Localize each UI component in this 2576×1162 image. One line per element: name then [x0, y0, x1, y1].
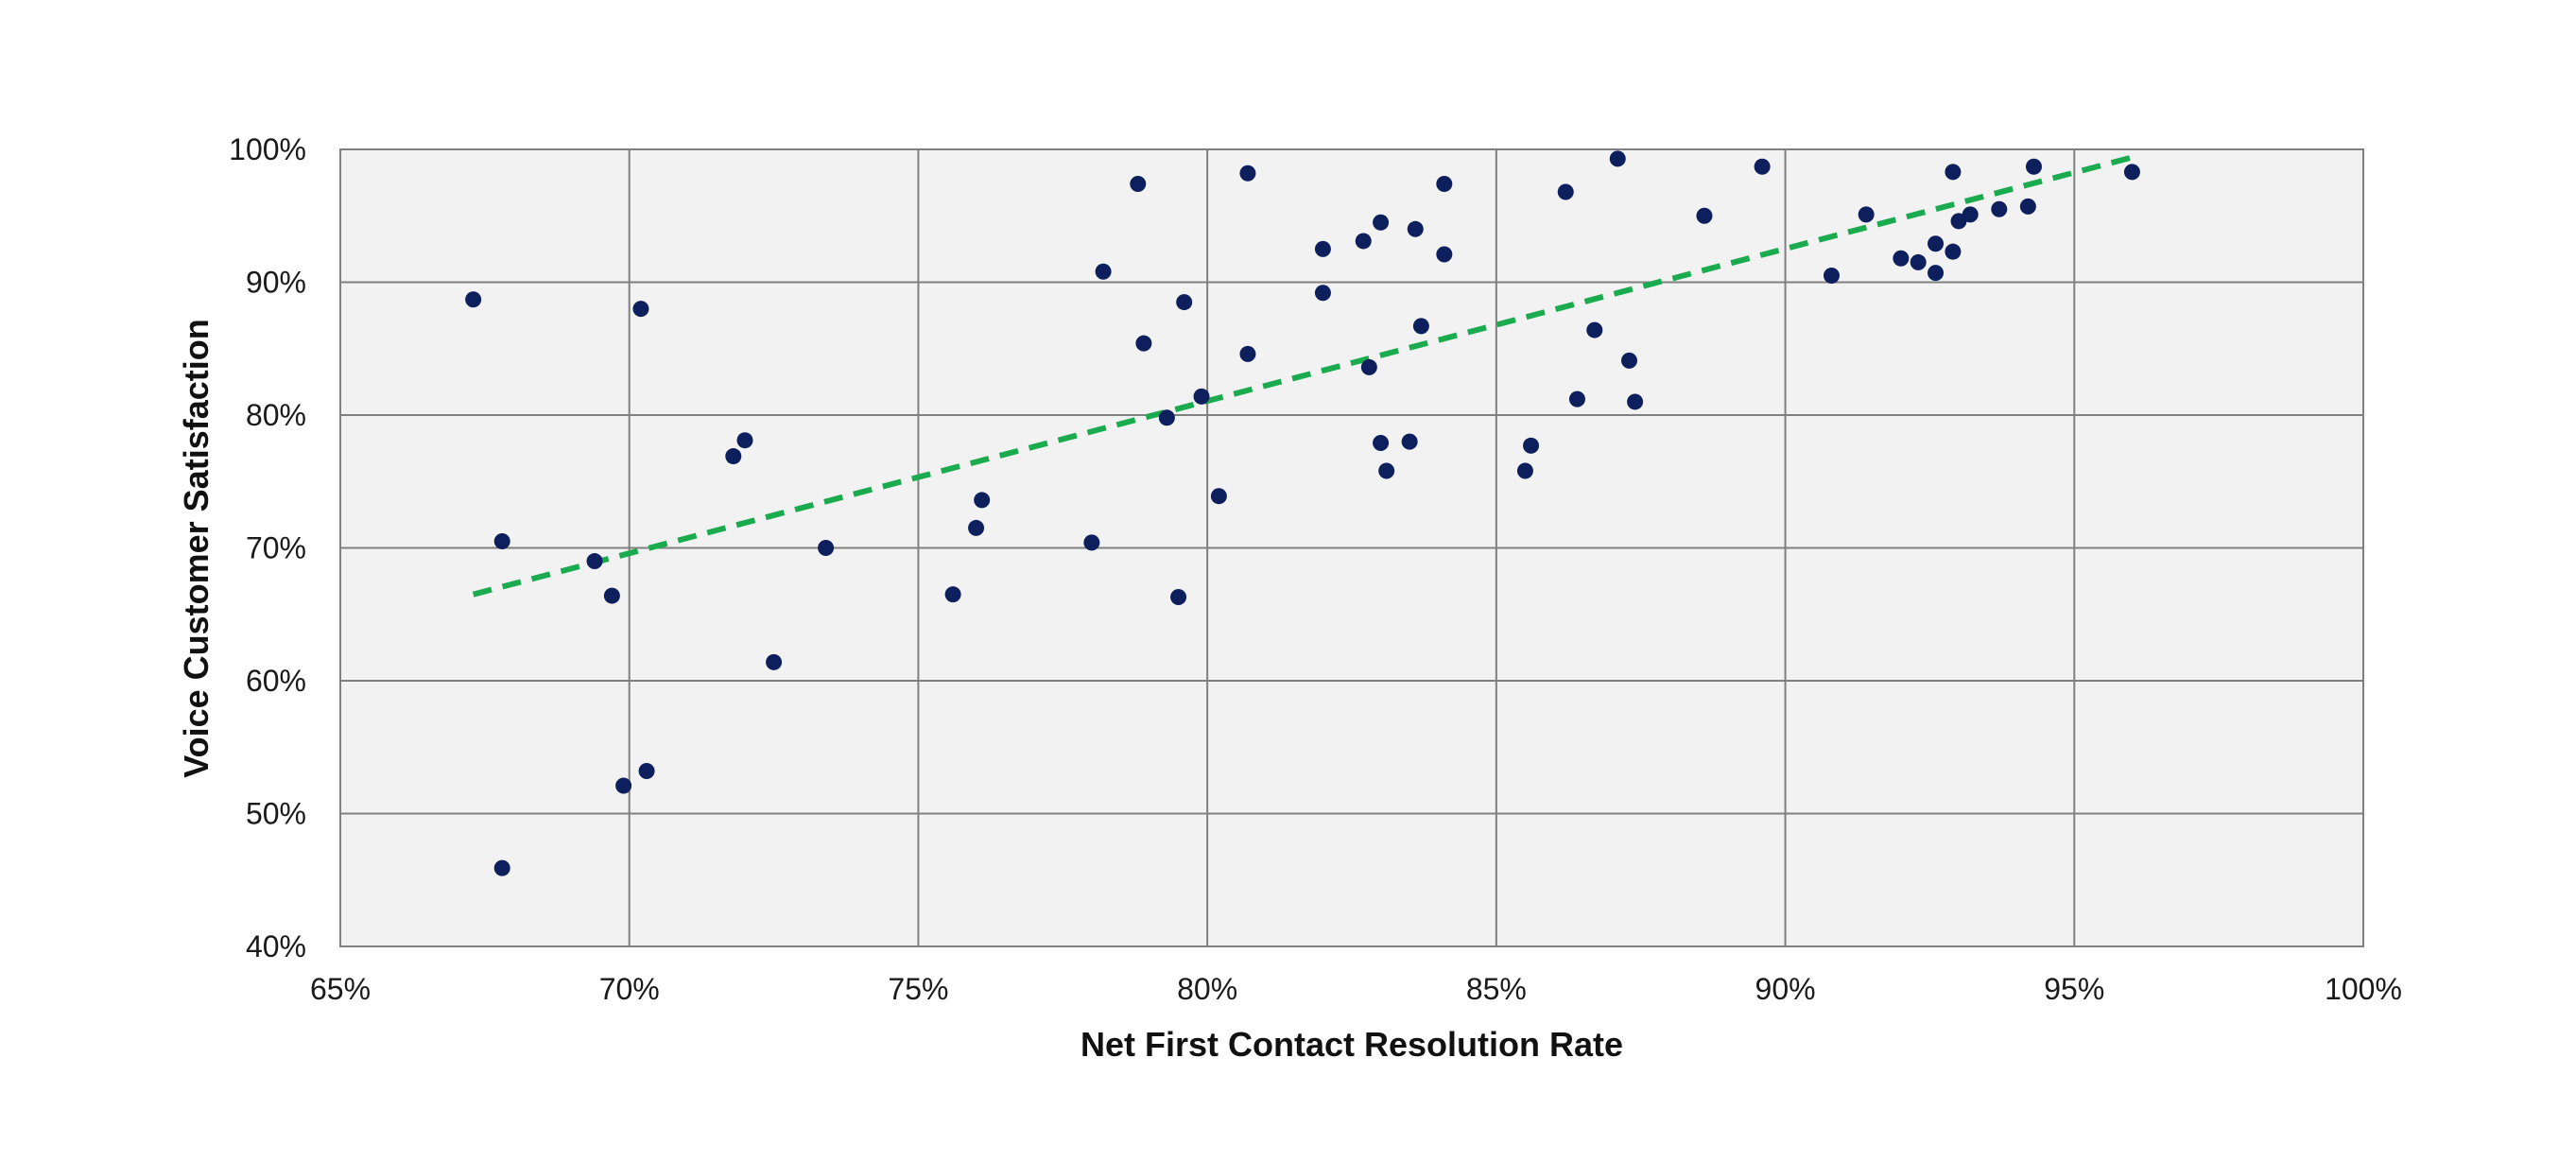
data-points	[465, 150, 2140, 876]
data-point	[766, 653, 783, 670]
data-point	[968, 519, 985, 536]
data-point	[465, 291, 482, 308]
data-point	[1436, 246, 1453, 263]
data-point	[725, 448, 742, 465]
data-point	[974, 492, 991, 509]
trendline-group	[472, 154, 2134, 598]
data-point	[2025, 158, 2042, 175]
data-point	[1158, 409, 1175, 426]
data-point	[1170, 588, 1187, 605]
data-point	[1945, 243, 1962, 260]
data-point	[1928, 265, 1945, 282]
data-point	[1095, 263, 1112, 280]
data-point	[1523, 437, 1540, 454]
data-point	[1928, 235, 1945, 252]
data-point	[632, 301, 649, 318]
data-point	[944, 586, 961, 603]
data-point	[1407, 220, 1424, 237]
data-point	[1586, 321, 1603, 338]
data-point	[1945, 164, 1962, 181]
data-point	[1962, 206, 1979, 223]
x-tick-label: 85%	[1466, 972, 1527, 1006]
data-point	[1373, 435, 1390, 452]
data-point	[1314, 240, 1331, 257]
y-axis-title: Voice Customer Satisfaction	[177, 319, 216, 777]
data-point	[1991, 200, 2008, 217]
data-point	[1314, 285, 1331, 302]
data-point	[1557, 183, 1574, 200]
y-tick-label: 80%	[246, 398, 306, 432]
x-tick-label: 80%	[1177, 972, 1237, 1006]
grid-lines	[339, 148, 2364, 947]
x-tick-label: 100%	[2325, 972, 2402, 1006]
data-point	[1355, 233, 1372, 250]
data-point	[638, 763, 655, 780]
data-point	[1373, 214, 1390, 231]
x-tick-label: 90%	[1755, 972, 1816, 1006]
data-point	[818, 540, 835, 556]
data-point	[1193, 388, 1210, 405]
data-point	[1360, 358, 1377, 375]
data-point	[1436, 176, 1453, 193]
plot-area-border	[339, 148, 2364, 947]
x-tick-label: 65%	[310, 972, 371, 1006]
data-point	[493, 859, 510, 876]
data-point	[1239, 165, 1256, 182]
x-axis-title: Net First Contact Resolution Rate	[1081, 1025, 1623, 1064]
data-point	[1893, 250, 1910, 267]
data-point	[493, 532, 510, 549]
data-point	[615, 777, 632, 794]
data-point	[1696, 207, 1713, 224]
data-point	[1910, 253, 1927, 270]
data-point	[1516, 462, 1533, 479]
y-tick-label: 40%	[246, 929, 306, 963]
data-point	[586, 553, 603, 570]
trendline	[472, 154, 2134, 598]
data-point	[1401, 433, 1418, 450]
data-point	[1823, 267, 1840, 284]
tick-labels: 65% 70% 75% 80% 85% 90% 95% 100% 40% 50% 60% 70% 80%…	[229, 132, 2402, 1006]
data-point	[1083, 534, 1100, 551]
data-point	[1858, 206, 1875, 223]
data-point	[736, 432, 753, 449]
data-point	[1378, 462, 1395, 479]
data-point	[2019, 198, 2036, 215]
data-point	[1620, 352, 1637, 369]
data-point	[1609, 150, 1626, 167]
y-tick-label: 70%	[246, 531, 306, 565]
y-tick-label: 50%	[246, 797, 306, 831]
data-point	[1239, 345, 1256, 362]
data-point	[1754, 158, 1771, 175]
y-tick-label: 60%	[246, 664, 306, 698]
x-tick-label: 75%	[888, 972, 948, 1006]
data-point	[1627, 393, 1644, 410]
data-point	[603, 587, 620, 604]
x-tick-label: 70%	[599, 972, 660, 1006]
y-tick-label: 90%	[246, 266, 306, 300]
data-point	[2123, 164, 2140, 181]
data-point	[1135, 335, 1152, 352]
data-point	[1210, 488, 1227, 505]
data-point	[1568, 390, 1585, 408]
y-tick-label: 100%	[229, 132, 306, 166]
data-point	[1176, 294, 1193, 311]
data-point	[1412, 318, 1429, 335]
data-point	[1130, 176, 1147, 193]
x-tick-label: 95%	[2044, 972, 2104, 1006]
